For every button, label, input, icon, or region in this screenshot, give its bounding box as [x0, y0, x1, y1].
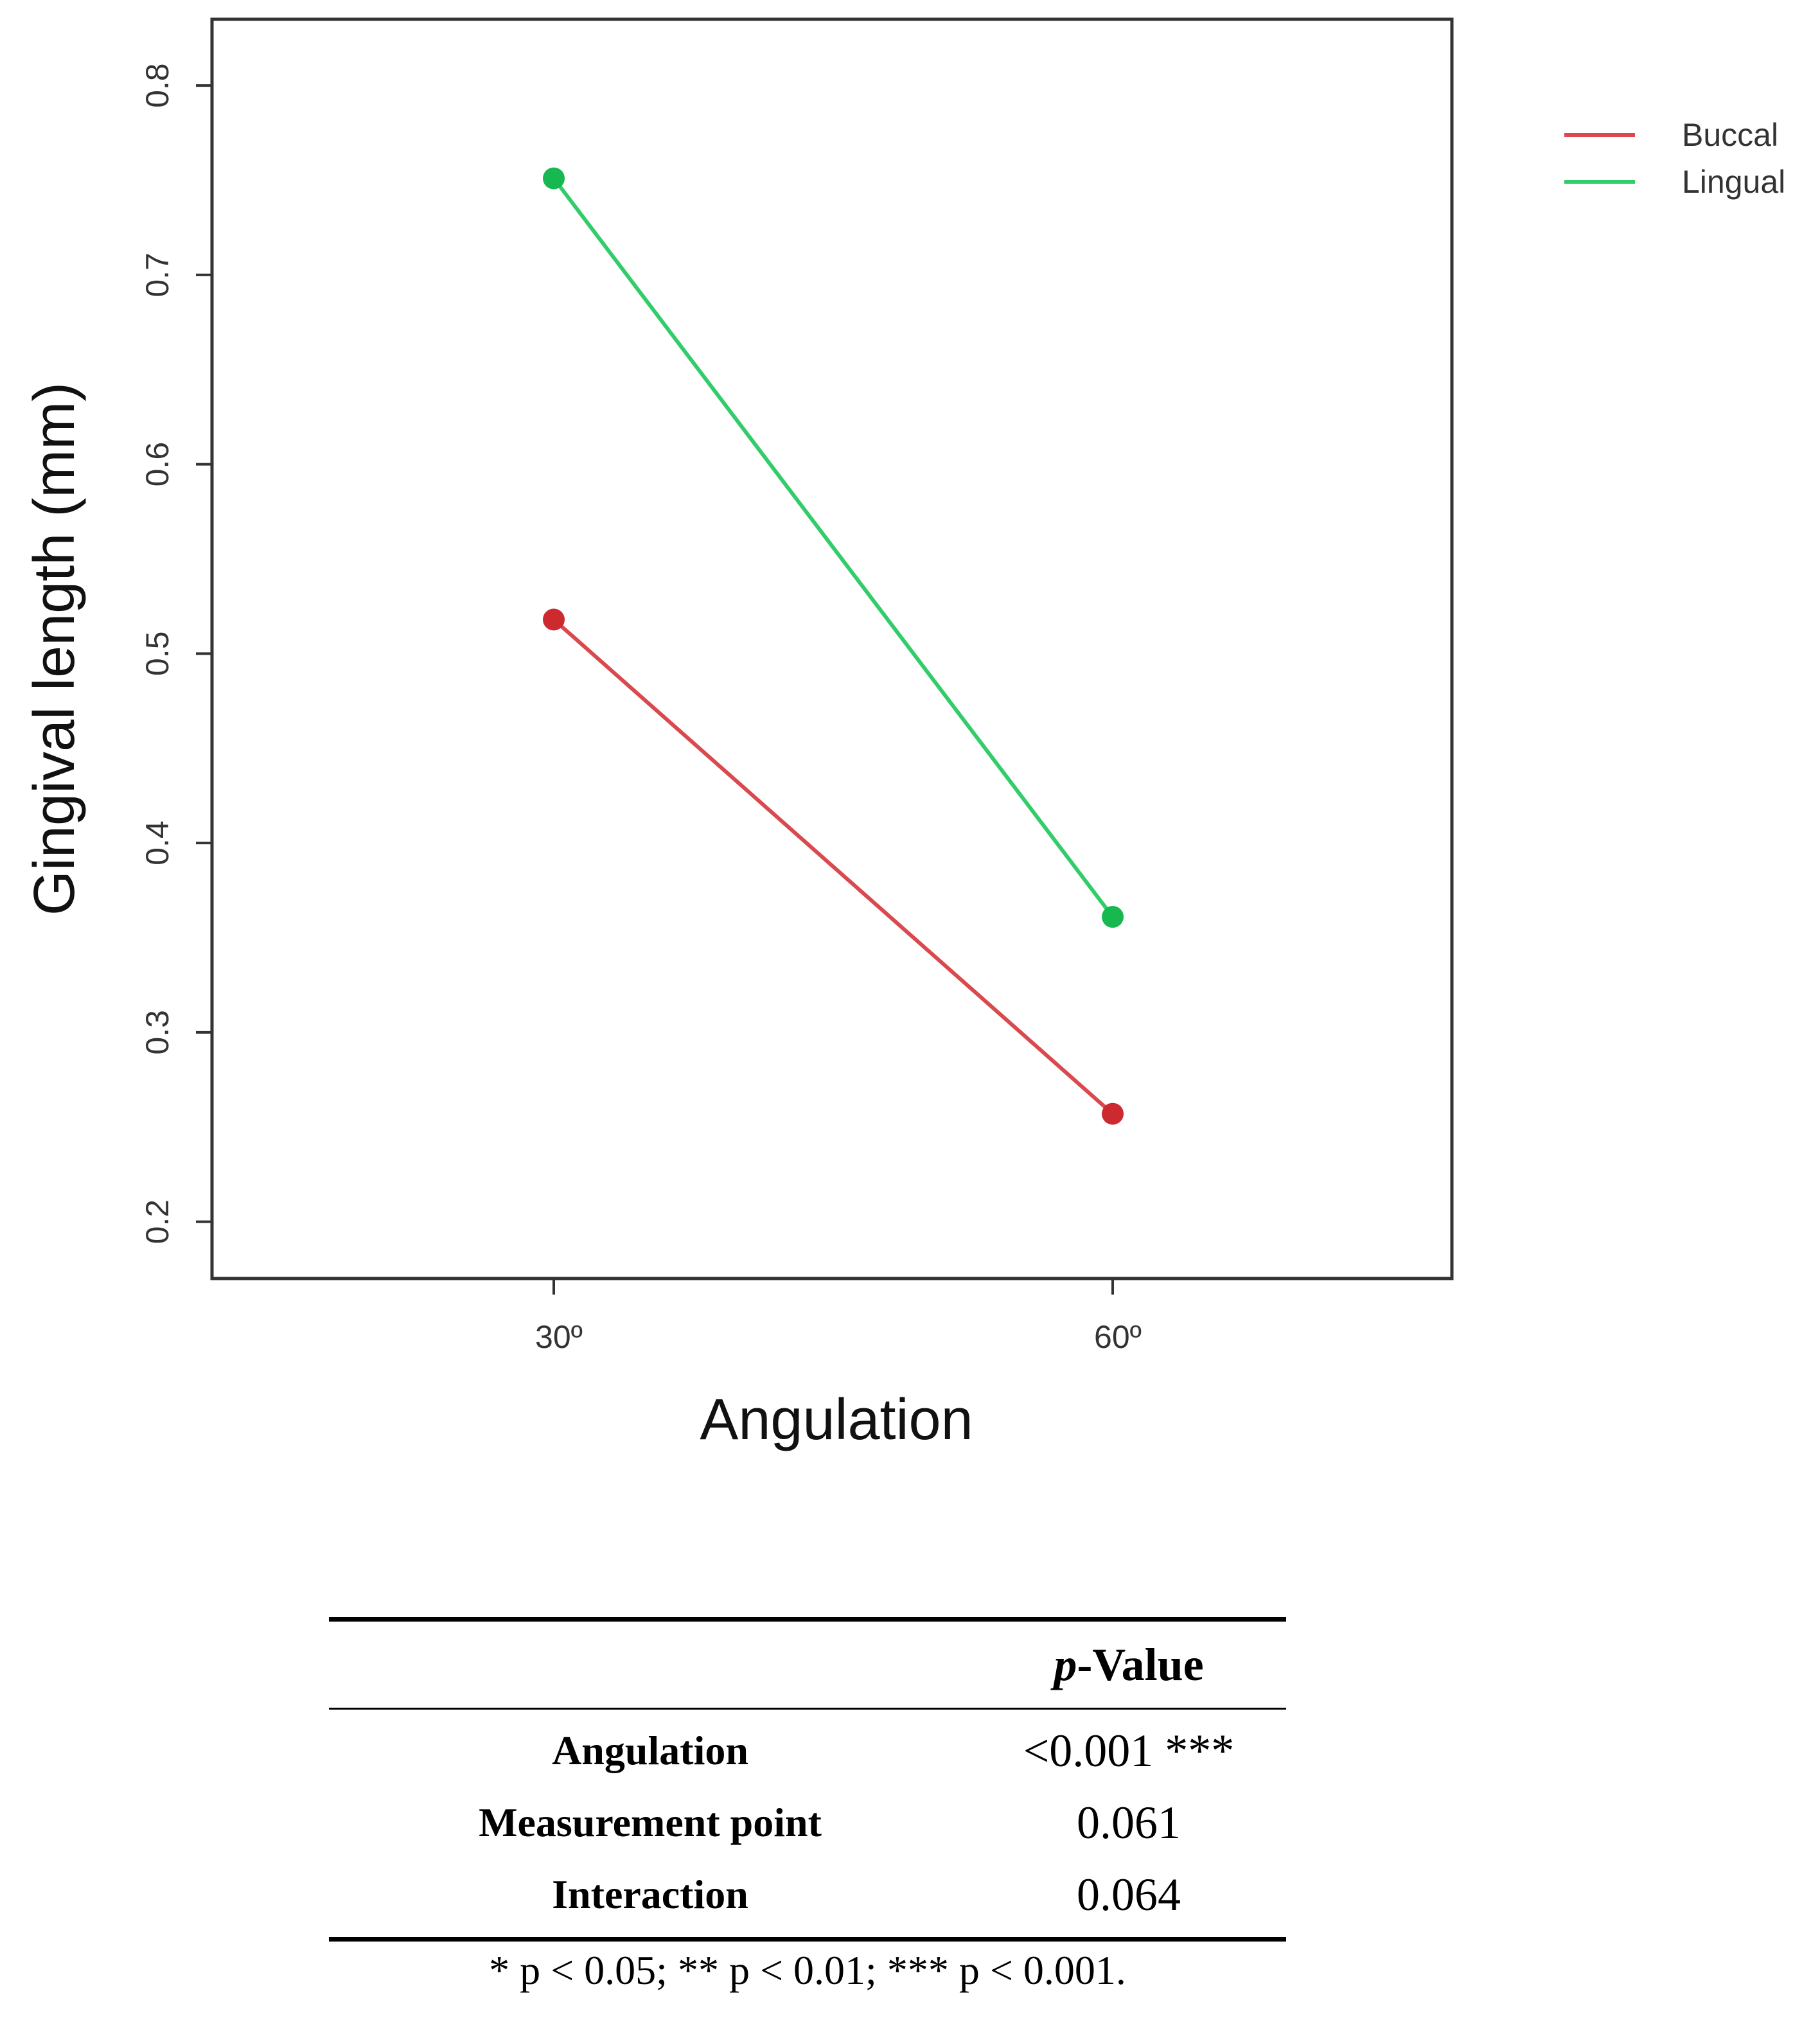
y-tick-label: 0.6 [139, 442, 175, 487]
legend-label: Buccal [1682, 117, 1778, 153]
series-line [552, 618, 1114, 1115]
y-tick-label: 0.7 [139, 252, 175, 297]
table-bottom-rule [329, 1937, 1286, 1942]
x-tick-label: 60º [1094, 1319, 1142, 1355]
y-tick-label: 0.3 [139, 1010, 175, 1055]
table-header-p-value: p-Value [1054, 1638, 1204, 1690]
series-line [552, 177, 1115, 918]
legend: Buccal Lingual [1564, 117, 1785, 200]
x-axis: 30º 60º [535, 1279, 1142, 1355]
data-point [543, 608, 565, 631]
y-tick-label: 0.4 [139, 820, 175, 865]
x-axis-title: Angulation [700, 1388, 973, 1452]
data-point [543, 167, 565, 190]
x-tick-label: 30º [535, 1319, 583, 1355]
y-tick-label: 0.5 [139, 632, 175, 677]
row-label: Interaction [552, 1872, 748, 1917]
series-buccal [543, 608, 1124, 1125]
data-point [1102, 906, 1124, 928]
row-value: 0.061 [1077, 1796, 1181, 1848]
y-tick-label: 0.8 [139, 63, 175, 108]
series-lingual [543, 167, 1124, 928]
y-tick-label: 0.2 [139, 1199, 175, 1244]
legend-label: Lingual [1682, 164, 1785, 200]
table-top-rule [329, 1617, 1286, 1622]
y-axis: 0.2 0.3 0.4 0.5 0.6 0.7 0.8 [139, 63, 212, 1244]
row-label: Angulation [552, 1728, 748, 1773]
table-row: Angulation <0.001 *** [329, 1715, 1286, 1787]
table-row: Measurement point 0.061 [329, 1787, 1286, 1859]
p-value-table: p-Value Angulation <0.001 *** Measuremen… [329, 1617, 1286, 1942]
data-point [1102, 1102, 1124, 1125]
table-header-rule [329, 1708, 1286, 1710]
row-value: <0.001 *** [1023, 1724, 1235, 1776]
line-chart: 0.2 0.3 0.4 0.5 0.6 0.7 0.8 30º 60º Gingival le… [22, 17, 1785, 1452]
plot-frame [210, 17, 1454, 1280]
table-row: Interaction 0.064 [329, 1859, 1286, 1931]
y-axis-title: Gingival length (mm) [22, 382, 87, 916]
row-label: Measurement point [479, 1800, 822, 1845]
series-layer [543, 167, 1124, 1125]
table-header-row: p-Value [329, 1622, 1286, 1708]
row-value: 0.064 [1077, 1868, 1181, 1920]
table-footnote: * p < 0.05; ** p < 0.01; *** p < 0.001. [489, 1947, 1126, 1993]
